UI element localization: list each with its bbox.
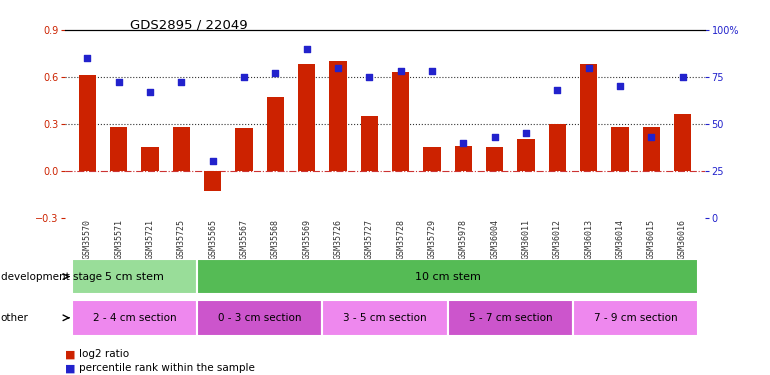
Point (582, 64, 594, 70)
Point (677, 74, 689, 80)
Point (520, 130, 532, 136)
Bar (674, 114, 691, 171)
Point (176, 80, 188, 86)
Bar (643, 127, 660, 171)
Point (488, 134, 500, 140)
Bar (573, 300, 698, 336)
Bar (455, 146, 472, 171)
Bar (330, 61, 346, 171)
Point (363, 74, 376, 80)
Bar (110, 127, 127, 171)
Text: 3 - 5 cm section: 3 - 5 cm section (343, 313, 427, 323)
Bar (204, 171, 221, 191)
Bar (197, 259, 698, 294)
Bar (266, 97, 284, 171)
Bar (611, 127, 628, 171)
Bar (486, 147, 504, 171)
Bar (360, 116, 378, 171)
Bar (323, 300, 447, 336)
Point (206, 158, 219, 164)
Bar (549, 124, 566, 171)
Bar (72, 300, 197, 336)
Bar (424, 147, 440, 171)
Point (238, 74, 250, 80)
Bar (236, 128, 253, 171)
Text: 5 cm stem: 5 cm stem (105, 272, 164, 282)
Bar (197, 300, 323, 336)
Text: ■: ■ (65, 350, 76, 359)
Point (270, 70, 282, 76)
Bar (142, 147, 159, 171)
Text: 7 - 9 cm section: 7 - 9 cm section (594, 313, 678, 323)
Text: 2 - 4 cm section: 2 - 4 cm section (92, 313, 176, 323)
Bar (72, 259, 197, 294)
Point (144, 89, 156, 95)
Point (300, 46, 313, 52)
Bar (298, 64, 315, 171)
Point (614, 83, 626, 89)
Text: 10 cm stem: 10 cm stem (415, 272, 480, 282)
Text: percentile rank within the sample: percentile rank within the sample (79, 363, 255, 373)
Point (551, 87, 564, 93)
Text: 5 - 7 cm section: 5 - 7 cm section (468, 313, 552, 323)
Bar (172, 127, 190, 171)
Point (426, 68, 438, 74)
Point (645, 134, 658, 140)
Text: ■: ■ (65, 363, 76, 373)
Point (332, 64, 344, 70)
Text: 0 - 3 cm section: 0 - 3 cm section (218, 313, 301, 323)
Text: GDS2895 / 22049: GDS2895 / 22049 (130, 19, 247, 32)
Bar (79, 75, 96, 171)
Bar (392, 72, 410, 171)
Text: log2 ratio: log2 ratio (79, 350, 129, 359)
Text: development stage: development stage (1, 272, 102, 282)
Bar (517, 140, 534, 171)
Point (81, 55, 93, 61)
Point (394, 68, 407, 74)
Point (457, 140, 470, 146)
Bar (447, 300, 573, 336)
Point (112, 80, 125, 86)
Bar (580, 64, 598, 171)
Text: other: other (1, 313, 28, 323)
